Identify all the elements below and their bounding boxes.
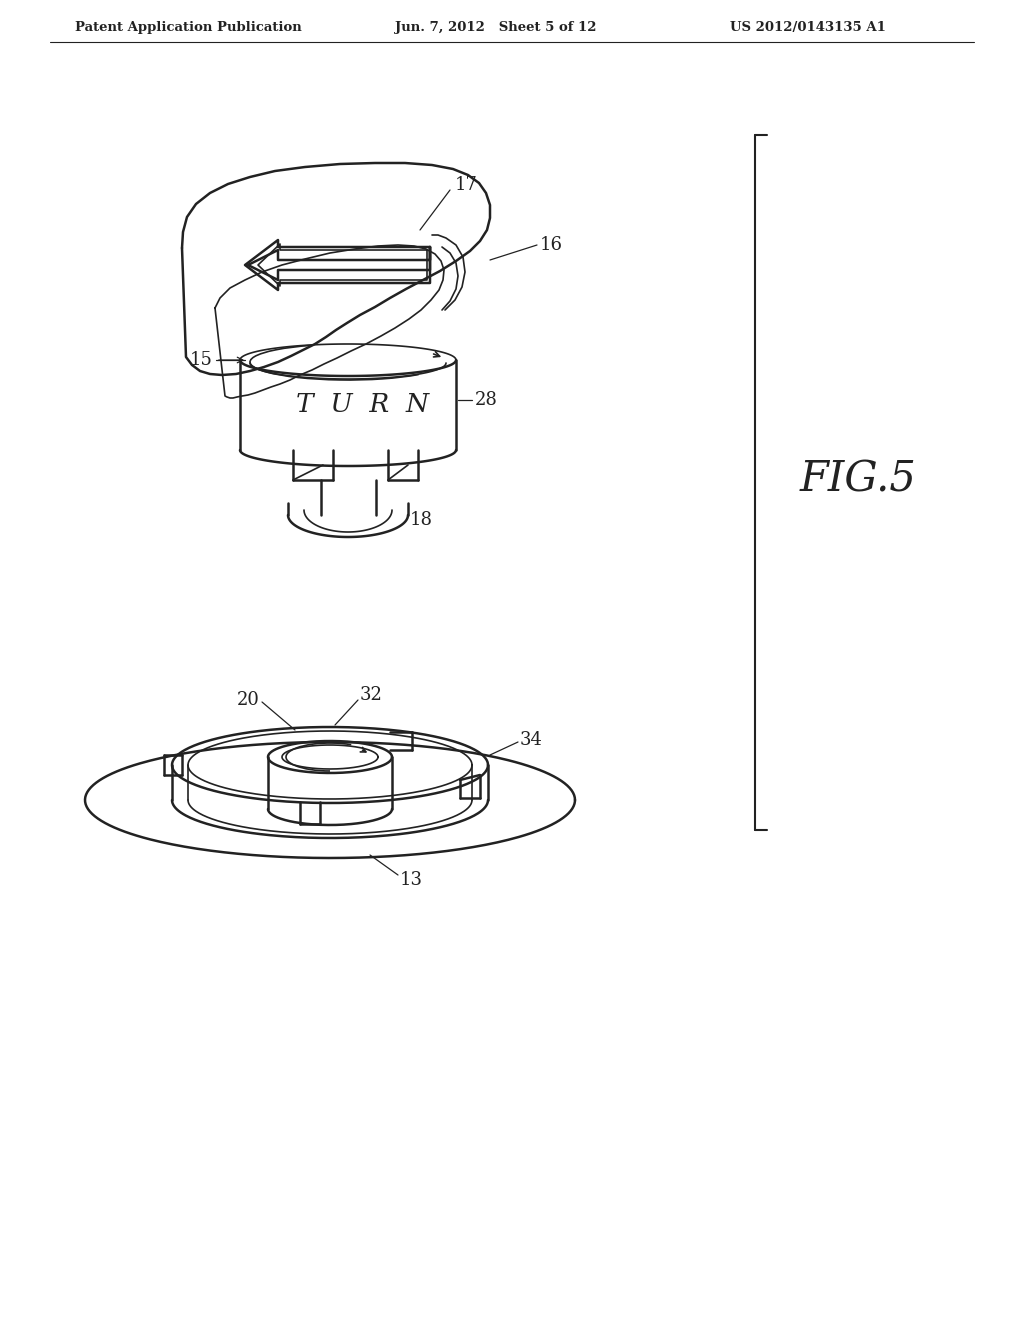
Text: 13: 13	[400, 871, 423, 888]
Text: 15: 15	[190, 351, 213, 370]
Text: T  U  R  N: T U R N	[296, 392, 429, 417]
Text: 17: 17	[455, 176, 478, 194]
Text: Jun. 7, 2012   Sheet 5 of 12: Jun. 7, 2012 Sheet 5 of 12	[395, 21, 597, 33]
Text: US 2012/0143135 A1: US 2012/0143135 A1	[730, 21, 886, 33]
Text: 20: 20	[238, 690, 260, 709]
Text: Patent Application Publication: Patent Application Publication	[75, 21, 302, 33]
Text: 28: 28	[475, 391, 498, 409]
Text: 32: 32	[360, 686, 383, 704]
Text: 16: 16	[540, 236, 563, 253]
Text: FIG.5: FIG.5	[800, 459, 916, 502]
Text: 18: 18	[410, 511, 433, 529]
Text: 34: 34	[520, 731, 543, 748]
